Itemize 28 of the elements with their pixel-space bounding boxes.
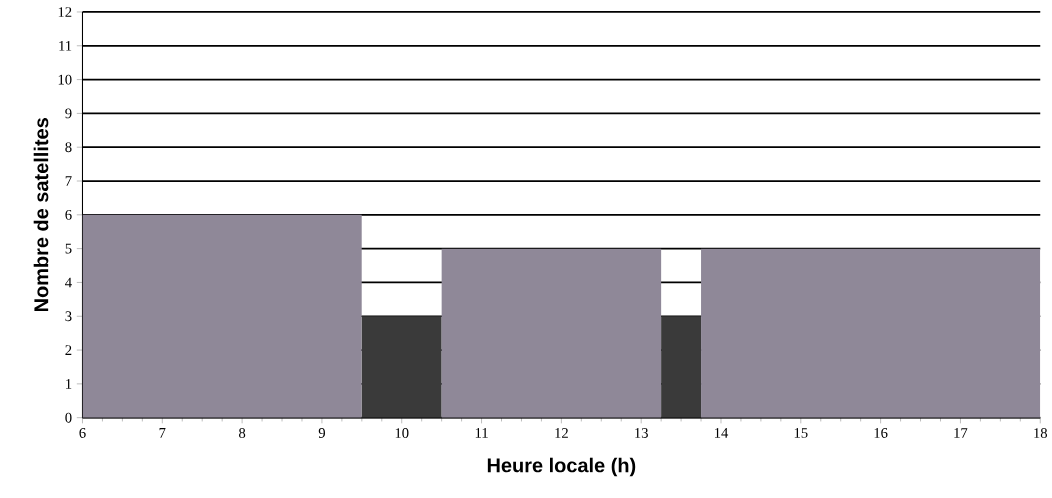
y-tick-label: 8 <box>65 142 72 153</box>
y-tick-label: 11 <box>59 41 72 51</box>
y-tick-label: 1 <box>66 379 72 389</box>
y-tick-label: 9 <box>65 108 72 119</box>
x-tick-label: 17 <box>954 428 968 438</box>
x-tick-label: 9 <box>318 428 325 439</box>
y-tick-label: 6 <box>65 210 72 220</box>
x-tick-label: 12 <box>555 428 568 438</box>
x-tick-label: 11 <box>475 428 488 438</box>
y-tick-label: 2 <box>65 345 72 356</box>
x-tick-label: 8 <box>239 428 246 439</box>
x-tick-label: 16 <box>874 428 888 439</box>
y-axis-title: Nombre de satellites <box>33 118 49 312</box>
x-tick-label: 10 <box>395 428 409 439</box>
x-tick-label: 7 <box>159 428 166 438</box>
y-tick-label: 12 <box>58 7 72 18</box>
x-tick-label: 14 <box>714 428 729 438</box>
y-tick-label: 7 <box>65 176 72 187</box>
y-tick-label: 3 <box>65 311 72 322</box>
x-axis-title: Heure locale (h) <box>487 457 636 477</box>
y-tick-label: 5 <box>65 244 72 254</box>
x-tick-label: 18 <box>1034 428 1048 439</box>
x-tick-label: 13 <box>635 428 648 439</box>
y-tick-label: 0 <box>65 413 72 423</box>
y-tick-label: 4 <box>65 277 72 288</box>
x-tick-label: 6 <box>79 428 86 439</box>
x-tick-label: 15 <box>794 428 808 439</box>
y-tick-label: 10 <box>58 74 72 85</box>
